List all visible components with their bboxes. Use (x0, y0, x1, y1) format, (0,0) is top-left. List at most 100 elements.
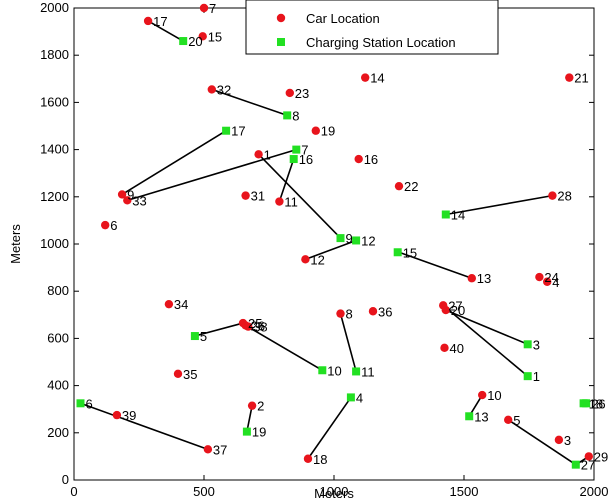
y-axis-title: Meters (8, 224, 23, 264)
car-point (207, 85, 216, 94)
x-tick-label: 0 (70, 484, 77, 499)
station-point (292, 145, 301, 154)
y-tick-label: 1600 (40, 94, 69, 109)
x-tick-label: 1500 (450, 484, 479, 499)
car-point (241, 191, 250, 200)
car-point (354, 154, 363, 164)
assignment-line (211, 88, 288, 117)
car-label: 25 (248, 316, 262, 331)
station-point (523, 372, 532, 381)
car-label: 20 (451, 303, 465, 318)
car-label: 4 (552, 275, 559, 290)
station-label: 26 (591, 396, 605, 411)
car-label: 33 (132, 193, 146, 208)
station-label: 12 (361, 233, 375, 248)
car-label: 8 (346, 307, 353, 322)
station-label: 9 (346, 231, 353, 246)
station-label: 4 (356, 390, 363, 405)
station-point (336, 234, 345, 243)
assignment-line (445, 309, 529, 346)
car-label: 27 (448, 298, 462, 313)
car-label: 14 (370, 71, 384, 86)
y-tick-label: 1400 (40, 142, 69, 157)
car-label: 6 (110, 218, 117, 233)
car-point (394, 181, 404, 191)
car-label: 13 (477, 271, 491, 286)
point-labels: 1234567891011121314151617181920212223242… (86, 1, 609, 473)
car-label: 17 (153, 14, 167, 29)
car-point (439, 301, 448, 310)
link-lines (80, 20, 590, 466)
x-axis-title: Meters (314, 486, 354, 501)
station-label: 6 (86, 396, 93, 411)
car-label: 16 (364, 152, 378, 167)
y-tick-label: 1200 (40, 189, 69, 204)
car-point (554, 435, 564, 445)
car-label: 12 (310, 252, 324, 267)
car-point (535, 272, 544, 282)
car-label: 19 (321, 124, 335, 139)
car-label: 39 (122, 408, 136, 423)
car-point (301, 255, 310, 264)
car-point (565, 73, 574, 82)
car-point (478, 390, 487, 400)
station-point (465, 412, 474, 421)
assignment-line (339, 313, 357, 372)
car-label: 32 (217, 82, 231, 97)
car-label: 34 (174, 297, 188, 312)
car-label: 35 (183, 367, 197, 382)
axis-ticks: 0 500 1000 1500 2000020040060080010001200140… (40, 0, 608, 499)
car-label: 29 (594, 449, 608, 464)
station-label: 27 (581, 458, 595, 473)
assignment-line (307, 396, 352, 460)
car-label: 5 (513, 413, 520, 428)
car-point (173, 369, 183, 378)
car-point (123, 196, 132, 205)
assignment-line (246, 405, 253, 432)
car-label: 36 (378, 304, 392, 319)
car-point (543, 277, 552, 286)
station-point (523, 340, 532, 349)
car-point (198, 32, 207, 41)
station-point (571, 460, 580, 469)
y-tick-label: 400 (47, 378, 69, 393)
car-label: 1 (264, 147, 271, 162)
x-tick-label: 1000 (320, 484, 349, 499)
station-label: 7 (301, 143, 308, 158)
car-label: 40 (450, 341, 464, 356)
station-label: 15 (403, 245, 417, 260)
assignment-line (121, 130, 227, 196)
station-point (222, 126, 231, 135)
assignment-line (445, 194, 553, 216)
station-label: 3 (533, 337, 540, 352)
assignment-line (147, 20, 184, 42)
assignment-line (442, 304, 529, 377)
station-label: 11 (361, 364, 375, 379)
y-tick-label: 2000 (40, 0, 69, 15)
car-label: 18 (313, 452, 327, 467)
assignment-line (507, 419, 577, 466)
station-label: 1 (533, 369, 540, 384)
car-label: 22 (404, 179, 418, 194)
car-point (467, 274, 476, 283)
station-label: 5 (200, 329, 207, 344)
car-label: 7 (209, 1, 216, 16)
legend-car-marker (276, 13, 286, 23)
car-point (203, 445, 213, 454)
car-point (504, 415, 513, 425)
station-point (283, 111, 292, 120)
car-label: 38 (253, 320, 267, 335)
car-point (275, 197, 284, 206)
car-point (112, 410, 122, 420)
station-label: 17 (231, 124, 245, 139)
station-point (352, 367, 361, 376)
car-label: 9 (127, 187, 134, 202)
car-point (336, 309, 345, 318)
station-point (318, 366, 327, 375)
x-tick-label: 2000 (580, 484, 609, 499)
y-tick-label: 200 (47, 425, 69, 440)
plot-frame (73, 7, 595, 481)
car-point (117, 190, 127, 199)
car-label: 24 (544, 270, 558, 285)
assignment-line (305, 239, 357, 261)
